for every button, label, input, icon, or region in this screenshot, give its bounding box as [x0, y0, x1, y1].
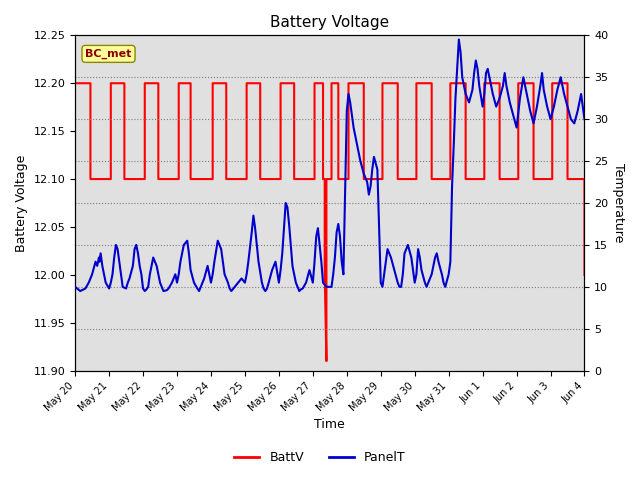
Legend: BattV, PanelT: BattV, PanelT — [229, 446, 411, 469]
Text: BC_met: BC_met — [85, 49, 132, 59]
X-axis label: Time: Time — [314, 419, 345, 432]
Y-axis label: Temperature: Temperature — [612, 163, 625, 243]
Y-axis label: Battery Voltage: Battery Voltage — [15, 155, 28, 252]
Title: Battery Voltage: Battery Voltage — [270, 15, 389, 30]
